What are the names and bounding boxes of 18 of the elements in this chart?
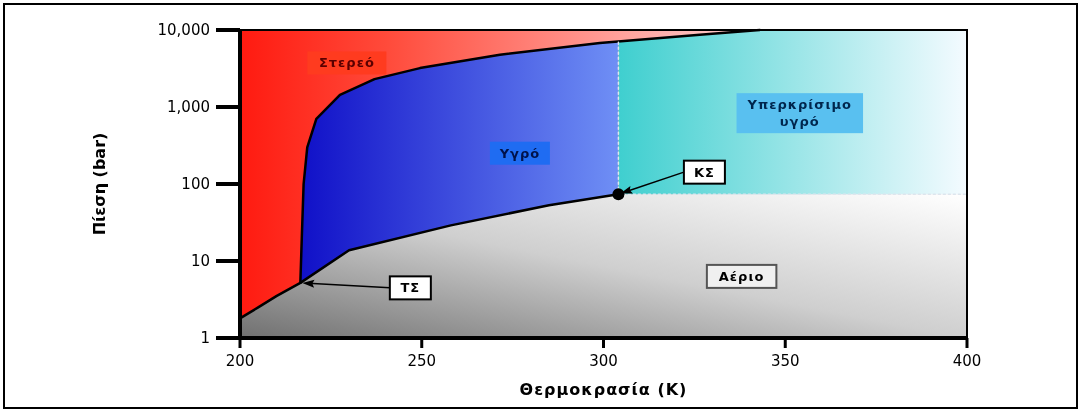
annotation: Στερεό xyxy=(318,55,375,71)
y-axis-title: Πίεση (bar) xyxy=(90,132,109,236)
y-tick-label: 10,000 xyxy=(157,21,210,39)
y-tick-label: 10 xyxy=(190,252,210,270)
annotation: ΚΣ xyxy=(693,164,715,180)
annotation: Υγρό xyxy=(498,145,541,161)
y-tick-label: 1 xyxy=(200,329,210,347)
annotation: ΤΣ xyxy=(400,280,421,296)
x-tick-label: 200 xyxy=(225,352,255,370)
x-tick-label: 300 xyxy=(589,352,618,370)
y-tick-label: 1,000 xyxy=(167,98,210,116)
annotation: Αέριο xyxy=(718,268,765,284)
x-tick-label: 400 xyxy=(952,352,982,370)
y-tick-label: 100 xyxy=(181,175,210,193)
x-tick-label: 350 xyxy=(770,352,800,370)
x-tick-label: 250 xyxy=(407,352,437,370)
x-axis-title: Θερμοκρασία (K) xyxy=(519,380,688,399)
annotation: Υπερκρίσιμο υγρό xyxy=(746,97,853,130)
